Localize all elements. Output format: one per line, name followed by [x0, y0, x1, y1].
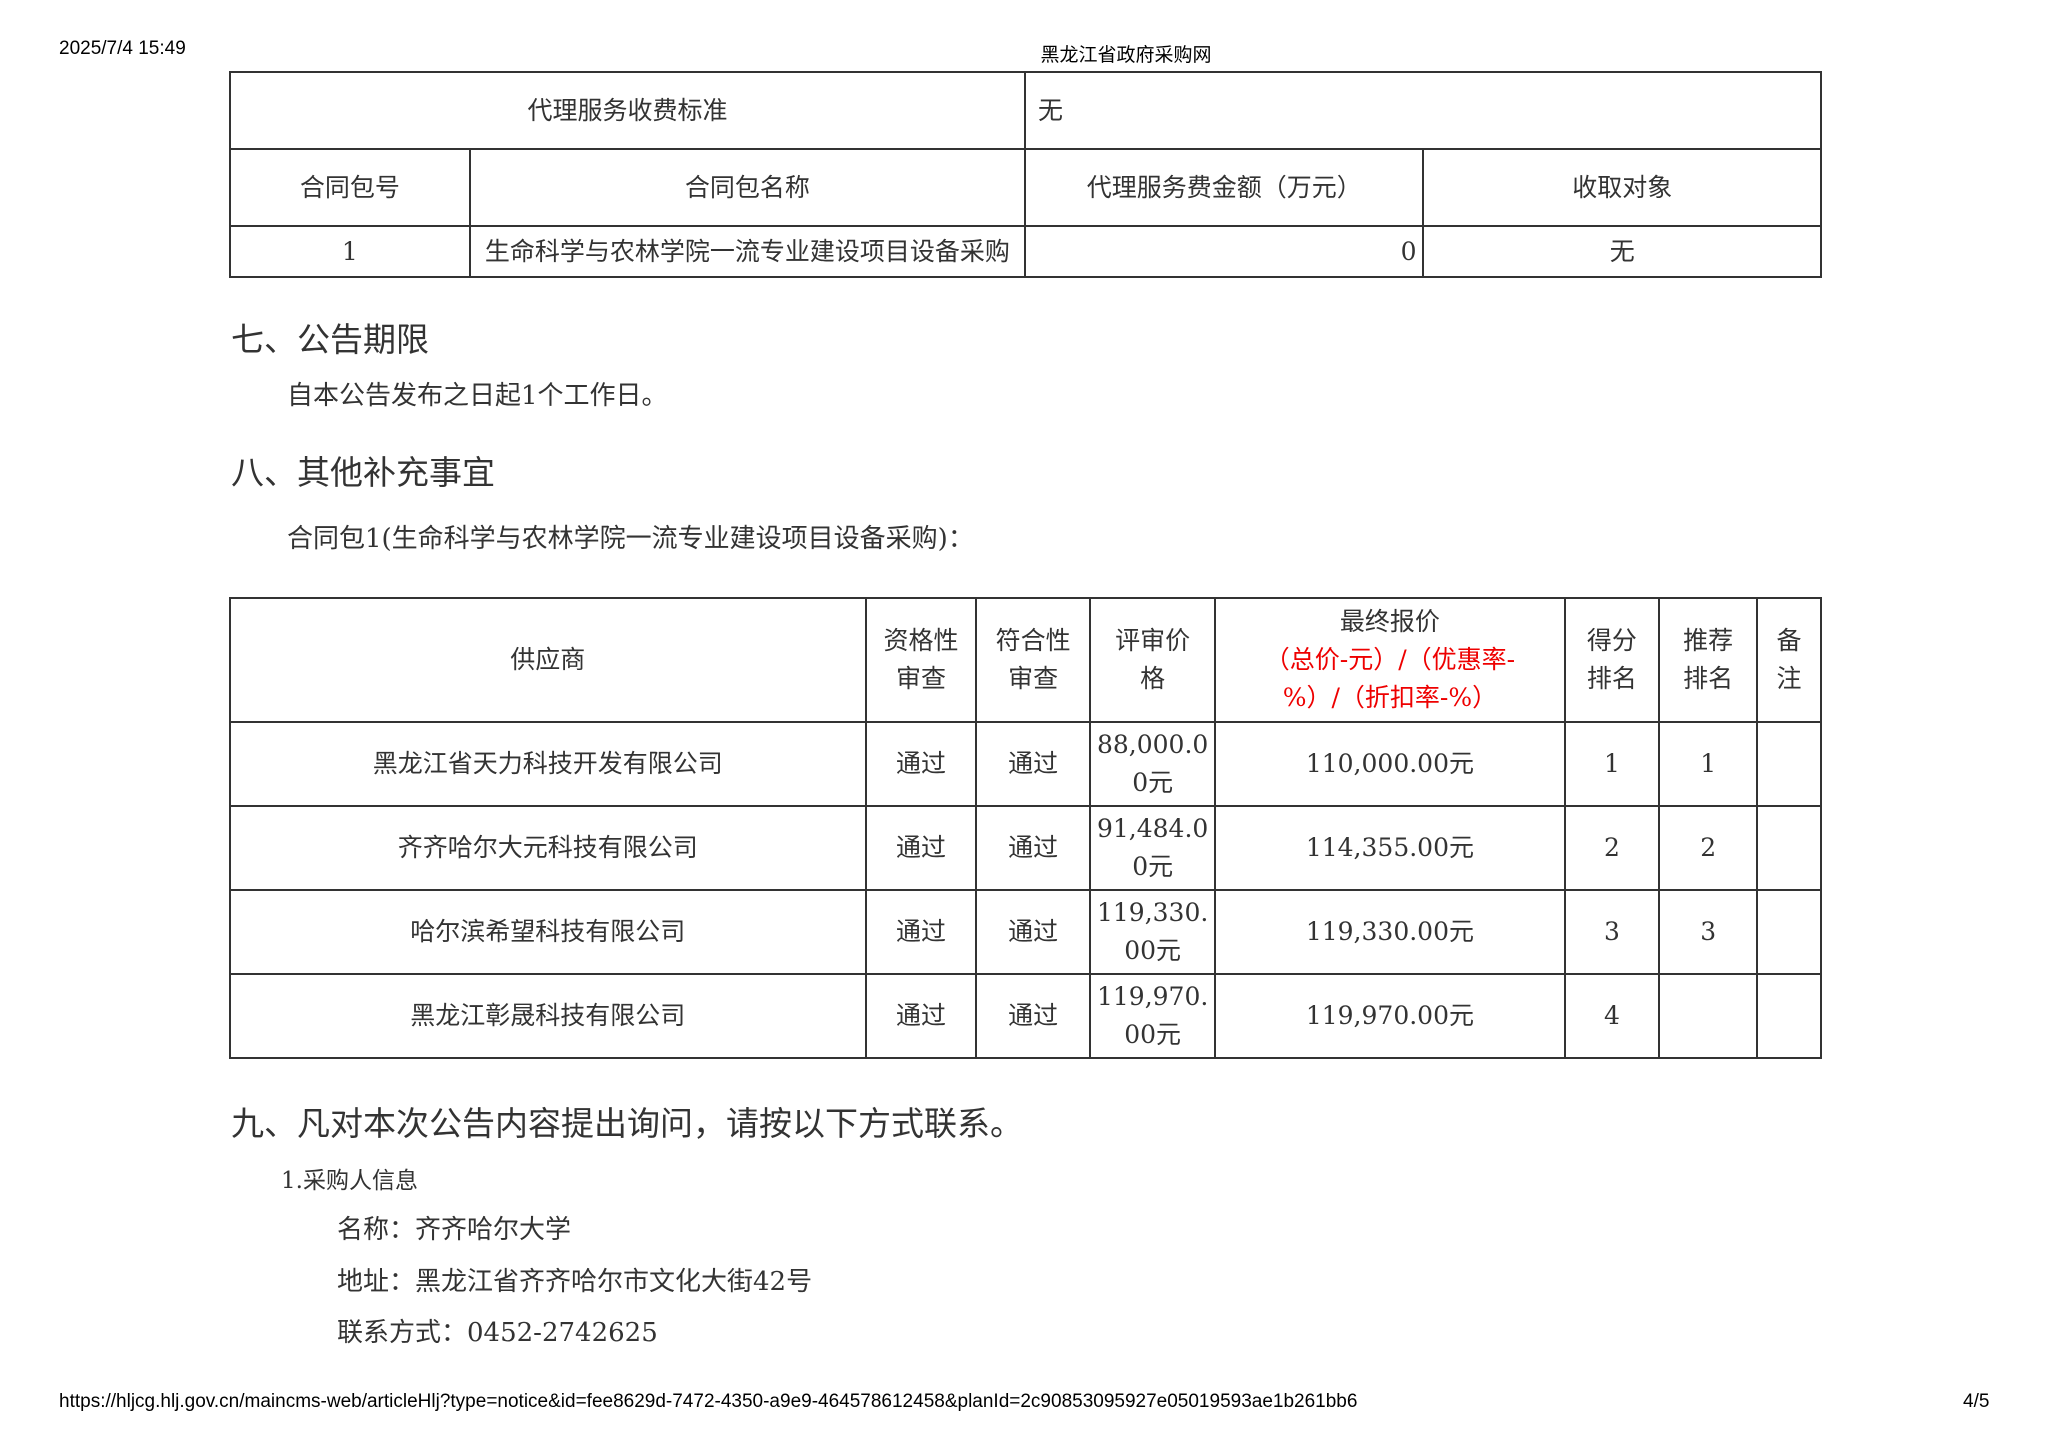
column-header-compliance: 符合性 审查: [975, 597, 1091, 723]
qualification-result: 通过: [864, 889, 978, 975]
supplier-header-row: 供应商 资格性 审查 符合性 审查 评审价格 最终报价 （总价-元）/（优惠率- %）/…: [229, 597, 1822, 723]
recommend-rank: [1658, 973, 1759, 1059]
review-price: 91,484.0 0元: [1088, 805, 1217, 891]
compliance-result: 通过: [975, 889, 1091, 975]
final-price: 110,000.00元: [1214, 721, 1566, 807]
review-price: 119,970. 00元: [1088, 973, 1217, 1059]
fee-standard-value: 无: [1023, 71, 1823, 150]
fee-table: 代理服务收费标准 无 合同包号 合同包名称 代理服务费金额（万元） 收取对象 1…: [229, 71, 1823, 278]
table-row: 黑龙江彰晟科技有限公司 通过 通过 119,970. 00元 119,970.00元 4: [229, 973, 1822, 1059]
fee-header-row: 合同包号 合同包名称 代理服务费金额（万元） 收取对象: [229, 148, 1822, 227]
remark: [1756, 973, 1822, 1059]
fee-amount: 0: [1023, 225, 1425, 278]
remark: [1756, 805, 1822, 891]
compliance-result: 通过: [975, 805, 1091, 891]
column-header: 收取对象: [1422, 148, 1822, 227]
page-number: 4/5: [1963, 1391, 1990, 1412]
column-header-review-price: 评审价格: [1088, 597, 1217, 723]
remark: [1756, 889, 1822, 975]
recommend-rank: 1: [1658, 721, 1759, 807]
score-rank: 2: [1563, 805, 1661, 891]
supplier-name: 黑龙江彰晟科技有限公司: [229, 973, 867, 1059]
column-header-qualification: 资格性 审查: [864, 597, 978, 723]
column-header: 合同包号: [229, 148, 471, 227]
column-header-final-price: 最终报价 （总价-元）/（优惠率- %）/（折扣率-%）: [1214, 597, 1566, 723]
compliance-result: 通过: [975, 721, 1091, 807]
score-rank: 4: [1563, 973, 1661, 1059]
site-title: 黑龙江省政府采购网: [1040, 45, 1212, 66]
recommend-rank: 2: [1658, 805, 1759, 891]
qualification-result: 通过: [864, 721, 978, 807]
table-row: 哈尔滨希望科技有限公司 通过 通过 119,330. 00元 119,330.00元 3 3: [229, 889, 1822, 975]
score-rank: 3: [1563, 889, 1661, 975]
fee-payer: 无: [1422, 225, 1822, 278]
final-price: 119,330.00元: [1214, 889, 1566, 975]
section7-heading: 七、公告期限: [231, 320, 429, 359]
fee-standard-row: 代理服务收费标准 无: [229, 71, 1823, 150]
compliance-result: 通过: [975, 973, 1091, 1059]
supplier-name: 哈尔滨希望科技有限公司: [229, 889, 867, 975]
print-datetime: 2025/7/4 15:49: [59, 38, 186, 59]
table-row: 黑龙江省天力科技开发有限公司 通过 通过 88,000.0 0元 110,000.00元 1…: [229, 721, 1822, 807]
qualification-result: 通过: [864, 805, 978, 891]
fee-standard-label: 代理服务收费标准: [229, 71, 1026, 150]
column-header-remark: 备注: [1756, 597, 1822, 723]
table-row: 齐齐哈尔大元科技有限公司 通过 通过 91,484.0 0元 114,355.00元 2 2: [229, 805, 1822, 891]
remark: [1756, 721, 1822, 807]
supplier-name: 齐齐哈尔大元科技有限公司: [229, 805, 867, 891]
section8-heading: 八、其他补充事宜: [231, 453, 495, 492]
column-header-recommend-rank: 推荐 排名: [1658, 597, 1759, 723]
purchaser-info-label: 1.采购人信息: [281, 1168, 418, 1194]
column-header-supplier: 供应商: [229, 597, 867, 723]
review-price: 88,000.0 0元: [1088, 721, 1217, 807]
package-name: 生命科学与农林学院一流专业建设项目设备采购: [468, 225, 1026, 278]
final-price: 114,355.00元: [1214, 805, 1566, 891]
column-header-score-rank: 得分 排名: [1563, 597, 1661, 723]
recommend-rank: 3: [1658, 889, 1759, 975]
purchaser-address: 地址：黑龙江省齐齐哈尔市文化大街42号: [337, 1267, 813, 1297]
page-url: https://hljcg.hlj.gov.cn/maincms-web/art…: [59, 1391, 1358, 1412]
final-price: 119,970.00元: [1214, 973, 1566, 1059]
qualification-result: 通过: [864, 973, 978, 1059]
review-price: 119,330. 00元: [1088, 889, 1217, 975]
section7-text: 自本公告发布之日起1个工作日。: [287, 381, 668, 411]
supplier-name: 黑龙江省天力科技开发有限公司: [229, 721, 867, 807]
section9-heading: 九、凡对本次公告内容提出询问，请按以下方式联系。: [231, 1104, 1023, 1143]
purchaser-contact: 联系方式：0452-2742625: [337, 1318, 658, 1348]
column-header: 合同包名称: [468, 148, 1026, 227]
column-header: 代理服务费金额（万元）: [1023, 148, 1425, 227]
package-number: 1: [229, 225, 471, 278]
table-row: 1 生命科学与农林学院一流专业建设项目设备采购 0 无: [229, 225, 1822, 278]
supplier-table: 供应商 资格性 审查 符合性 审查 评审价格 最终报价 （总价-元）/（优惠率- %）/…: [229, 597, 1822, 1059]
purchaser-name: 名称：齐齐哈尔大学: [337, 1215, 572, 1245]
section8-text: 合同包1(生命科学与农林学院一流专业建设项目设备采购)：: [287, 524, 974, 554]
score-rank: 1: [1563, 721, 1661, 807]
